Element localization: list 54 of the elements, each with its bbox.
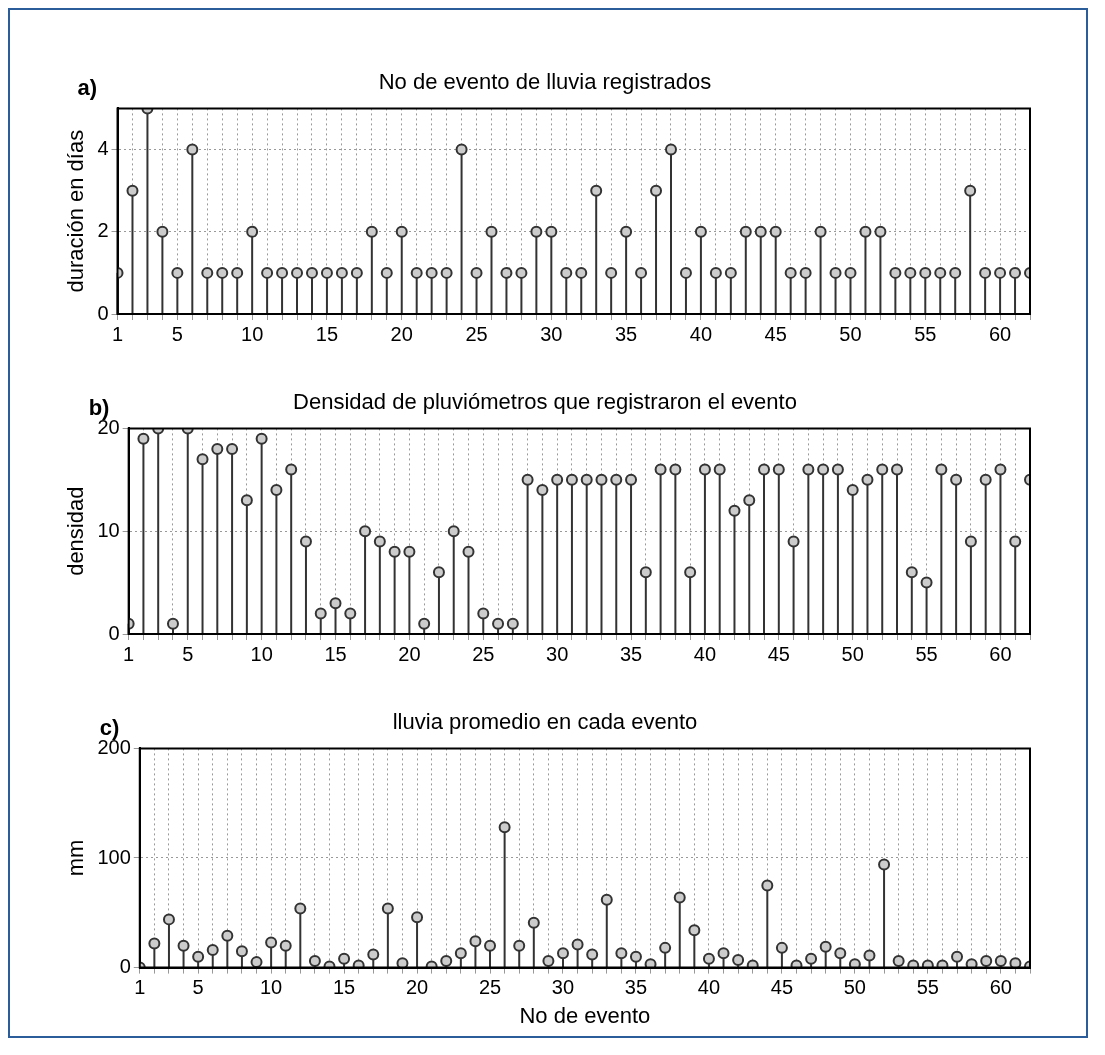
x-tick-label: 45 xyxy=(764,322,787,345)
x-tick-label: 60 xyxy=(988,322,1012,345)
chart-title: Densidad de pluviómetros que registraron el evento xyxy=(293,389,797,415)
text: a) xyxy=(77,75,98,101)
x-tick-label: 15 xyxy=(324,642,347,665)
x-tick-label: 50 xyxy=(841,642,864,665)
y-axis-title: mm xyxy=(63,839,89,877)
y-tick-label: 100 xyxy=(97,845,131,868)
x-tick-label: 5 xyxy=(192,976,204,999)
x-tick-label: 55 xyxy=(914,322,937,345)
x-tick-label: 40 xyxy=(693,642,717,665)
x-tick-label: 1 xyxy=(111,322,124,345)
y-tick-label: 2 xyxy=(97,219,109,242)
x-tick-label: 55 xyxy=(915,642,938,665)
x-tick-label: 10 xyxy=(250,642,273,665)
x-tick-label: 10 xyxy=(259,976,283,999)
x-tick-label: 15 xyxy=(315,322,339,345)
x-tick-label: 45 xyxy=(770,976,794,999)
y-tick-label: 0 xyxy=(97,301,109,324)
x-tick-label: 40 xyxy=(697,976,721,999)
x-tick-label: 30 xyxy=(551,976,575,999)
x-tick-label: 5 xyxy=(182,642,194,665)
x-tick-label: 1 xyxy=(134,976,146,999)
y-axis-title: duración en días xyxy=(63,129,89,293)
y-tick-label: 0 xyxy=(108,621,120,644)
x-tick-label: 1 xyxy=(123,642,135,665)
x-tick-label: 25 xyxy=(478,976,502,999)
x-tick-label: 10 xyxy=(241,322,264,345)
x-tick-label: 20 xyxy=(405,976,429,999)
x-axis-title: No de evento xyxy=(519,1002,651,1028)
x-tick-label: 25 xyxy=(465,322,488,345)
x-tick-label: 15 xyxy=(332,976,356,999)
x-tick-label: 30 xyxy=(540,322,563,345)
x-tick-label: 45 xyxy=(767,642,790,665)
x-tick-label: 50 xyxy=(839,322,862,345)
y-tick-label: 4 xyxy=(97,137,109,160)
y-tick-label: 10 xyxy=(97,518,120,541)
x-tick-label: 25 xyxy=(472,642,495,665)
chart-title: No de evento de lluvia registrados xyxy=(378,69,712,95)
x-tick-label: 5 xyxy=(171,322,183,345)
y-axis-title: densidad xyxy=(63,486,89,576)
x-tick-label: 60 xyxy=(989,642,1012,665)
x-tick-label: 20 xyxy=(398,642,421,665)
x-tick-label: 30 xyxy=(546,642,569,665)
y-tick-label: 0 xyxy=(119,955,131,978)
x-tick-label: 35 xyxy=(624,976,648,999)
x-tick-label: 50 xyxy=(843,976,866,999)
x-tick-label: 40 xyxy=(689,322,713,345)
x-tick-label: 55 xyxy=(916,976,939,999)
chart-title: lluvia promedio en cada evento xyxy=(392,709,698,735)
x-tick-label: 35 xyxy=(619,642,643,665)
x-tick-label: 35 xyxy=(614,322,638,345)
x-tick-label: 20 xyxy=(390,322,413,345)
x-tick-label: 60 xyxy=(989,976,1012,999)
